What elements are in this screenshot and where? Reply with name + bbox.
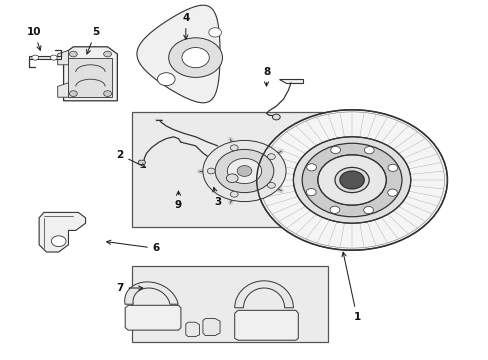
Circle shape — [306, 164, 316, 171]
Circle shape — [230, 145, 238, 150]
Polygon shape — [234, 310, 298, 340]
Circle shape — [256, 110, 447, 250]
Circle shape — [387, 164, 397, 171]
Text: 2: 2 — [116, 150, 145, 167]
Circle shape — [203, 140, 285, 202]
Circle shape — [237, 166, 251, 176]
Circle shape — [51, 236, 66, 247]
Circle shape — [317, 155, 386, 205]
Text: 5: 5 — [86, 27, 99, 54]
Polygon shape — [234, 281, 293, 308]
Polygon shape — [125, 305, 181, 330]
Circle shape — [50, 55, 57, 60]
Circle shape — [103, 51, 111, 57]
Circle shape — [168, 38, 222, 77]
Circle shape — [103, 91, 111, 96]
Circle shape — [293, 137, 410, 223]
Polygon shape — [137, 5, 220, 103]
Circle shape — [272, 114, 280, 120]
Polygon shape — [124, 282, 178, 304]
Circle shape — [339, 171, 364, 189]
Circle shape — [157, 73, 175, 86]
Polygon shape — [203, 319, 220, 336]
Circle shape — [334, 167, 368, 193]
Circle shape — [267, 154, 275, 159]
Text: 3: 3 — [212, 188, 221, 207]
Bar — [132, 266, 327, 342]
Circle shape — [302, 143, 401, 217]
Polygon shape — [39, 212, 85, 252]
Circle shape — [208, 28, 221, 37]
Polygon shape — [63, 47, 117, 101]
Polygon shape — [58, 50, 68, 65]
Polygon shape — [138, 160, 145, 165]
Text: 8: 8 — [263, 67, 269, 86]
Circle shape — [227, 158, 261, 184]
Circle shape — [364, 147, 373, 154]
Text: 4: 4 — [182, 13, 189, 39]
Circle shape — [363, 206, 373, 213]
Bar — [132, 112, 327, 227]
Polygon shape — [278, 79, 303, 83]
Text: 1: 1 — [341, 252, 360, 322]
Circle shape — [330, 147, 340, 154]
Text: 6: 6 — [106, 240, 160, 253]
Circle shape — [182, 48, 209, 68]
Polygon shape — [58, 83, 68, 97]
Circle shape — [207, 168, 215, 174]
Circle shape — [387, 189, 397, 196]
Circle shape — [267, 183, 275, 188]
Circle shape — [329, 206, 339, 213]
Circle shape — [69, 91, 77, 96]
Polygon shape — [29, 56, 61, 59]
Circle shape — [230, 192, 238, 197]
Circle shape — [215, 149, 273, 193]
Circle shape — [69, 51, 77, 57]
Text: 7: 7 — [116, 283, 142, 293]
Polygon shape — [185, 322, 199, 337]
Circle shape — [306, 189, 316, 196]
Text: 10: 10 — [27, 27, 41, 50]
Polygon shape — [68, 58, 112, 97]
Circle shape — [32, 55, 39, 60]
Text: 9: 9 — [175, 191, 182, 210]
Circle shape — [226, 174, 238, 183]
